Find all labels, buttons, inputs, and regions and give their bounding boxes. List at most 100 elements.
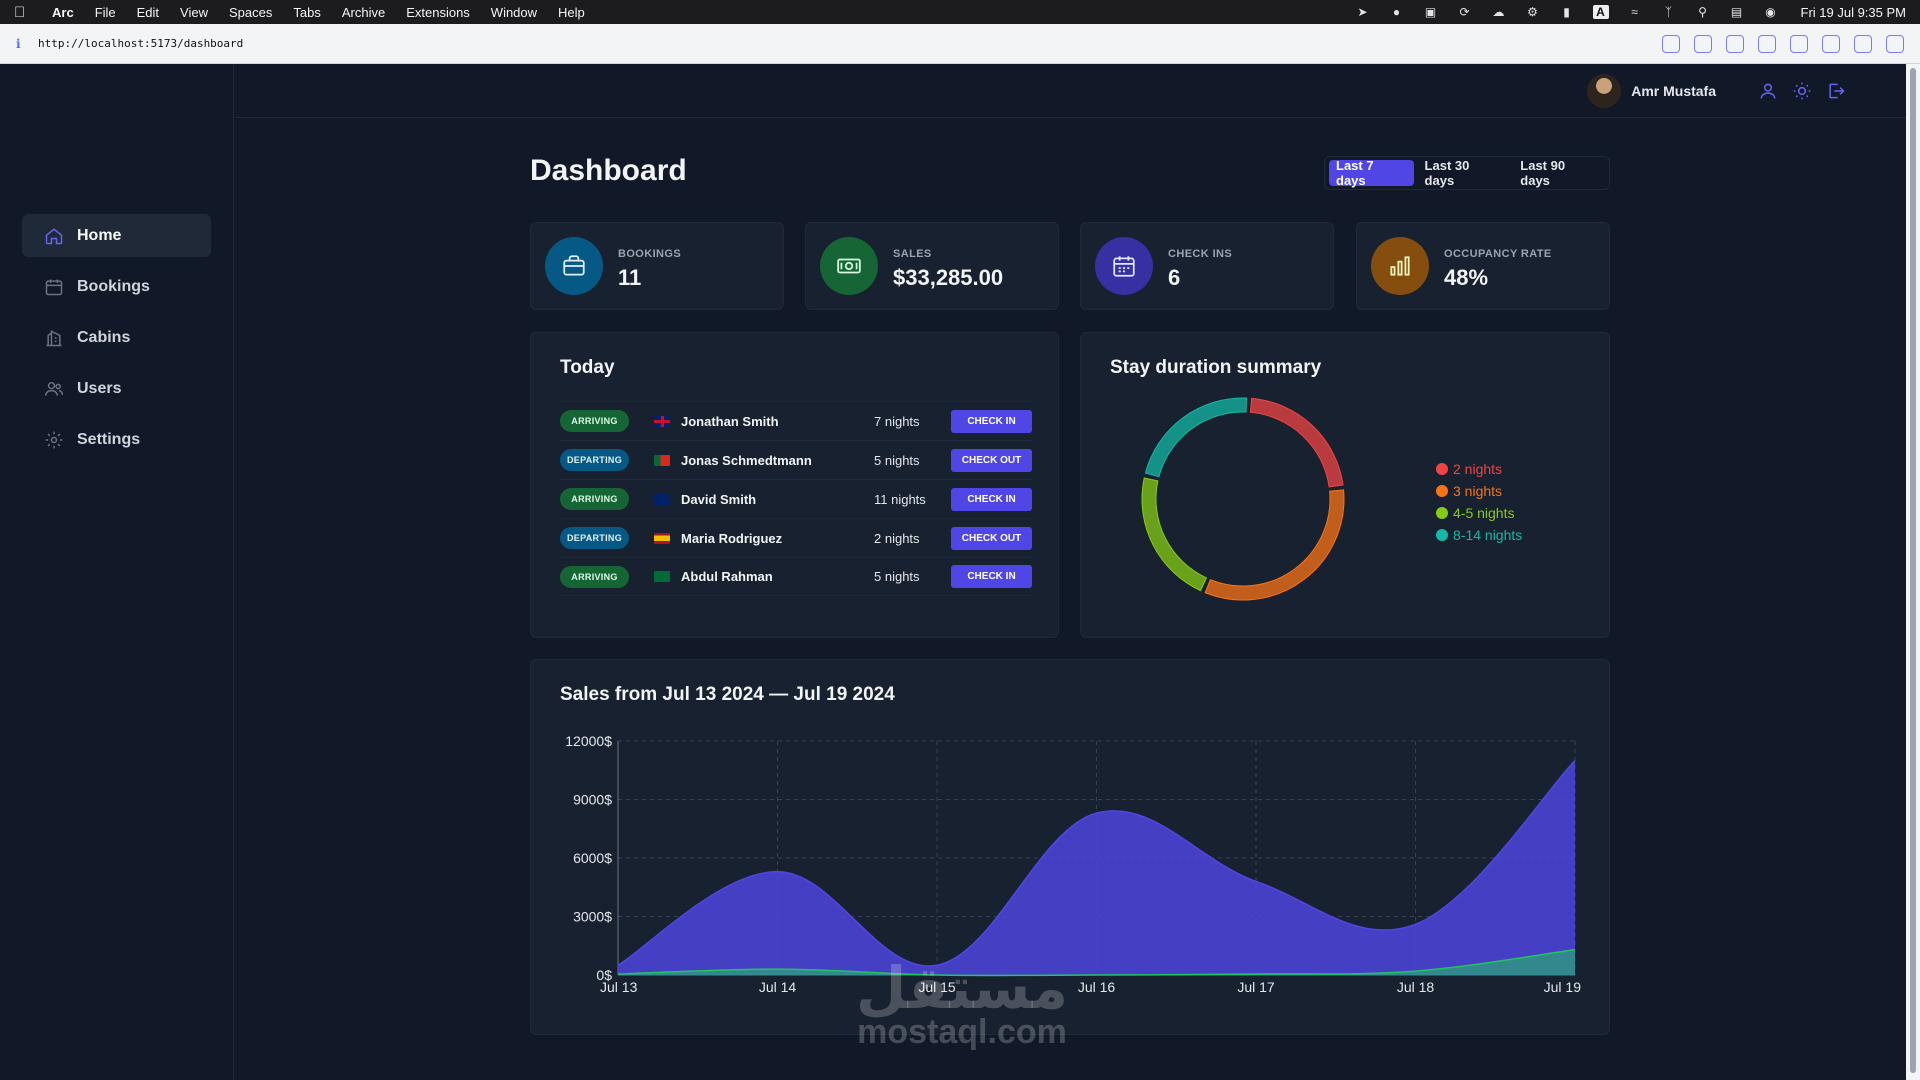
menu-view[interactable]: View [180, 4, 208, 20]
sync-icon[interactable]: ⟳ [1459, 5, 1470, 19]
calendar-icon [45, 279, 63, 295]
avatar[interactable] [1587, 73, 1622, 108]
capture-icon[interactable] [1694, 34, 1712, 53]
main-nav: Home Bookings Cabins Users Settings [22, 214, 211, 469]
user-profile-icon[interactable] [1758, 81, 1778, 101]
url-field[interactable]: http://localhost:5173/dashboard [38, 37, 244, 50]
stat-icon-circle [1371, 237, 1429, 295]
extensions-icon[interactable] [1822, 34, 1840, 53]
status-badge: DEPARTING [560, 449, 629, 471]
site-info-icon[interactable]: i [16, 36, 21, 51]
gear-tray-icon[interactable]: ⚙ [1527, 5, 1538, 19]
guest-name: David Smith [681, 491, 757, 507]
stat-card-check-ins: CHECK INS 6 [1080, 222, 1334, 310]
telegram-icon[interactable]: ➤ [1357, 5, 1368, 19]
cloud-icon[interactable]: ☁ [1492, 5, 1505, 19]
donut-slice-3-nights[interactable] [1204, 489, 1345, 601]
today-row: DEPARTING Jonas Schmedtmann 5 nights CHECK … [560, 440, 1032, 479]
calendar-days-icon [1113, 256, 1135, 277]
check-in-button[interactable]: CHECK IN [951, 487, 1032, 511]
legend-item[interactable]: 4-5 nights [1436, 502, 1522, 524]
menubar-clock[interactable]: Fri 19 Jul 9:35 PM [1800, 4, 1907, 20]
home-icon [45, 227, 63, 244]
sun-icon[interactable] [1792, 81, 1812, 101]
donut-slice-8-14-nights[interactable] [1144, 397, 1248, 478]
sidebar-item-users[interactable]: Users [22, 367, 211, 410]
filter-last-7-days[interactable]: Last 7 days [1329, 158, 1414, 188]
menu-archive[interactable]: Archive [341, 4, 386, 20]
spotlight-search-icon[interactable]: ⚲ [1698, 5, 1707, 19]
today-activity-list: ARRIVING Jonathan Smith 7 nights CHECK IN DE… [560, 401, 1032, 596]
legend-item[interactable]: 3 nights [1436, 480, 1522, 502]
menu-spaces[interactable]: Spaces [229, 4, 273, 20]
guest-name: Abdul Rahman [681, 569, 773, 584]
donut-slice-4-5-nights[interactable] [1141, 477, 1208, 592]
guest-name: Maria Rodriguez [681, 530, 783, 546]
scrollbar-thumb[interactable] [1910, 68, 1916, 1073]
legend-label: 8-14 nights [1453, 527, 1523, 543]
sidebar-item-label: Settings [77, 430, 141, 448]
check-in-button[interactable]: CHECK IN [951, 565, 1032, 588]
sidebar-item-settings[interactable]: Settings [22, 418, 211, 461]
stat-label: SALES [893, 248, 932, 260]
sidebar-item-home[interactable]: Home [22, 214, 211, 257]
battery-icon[interactable]: ▮ [1563, 5, 1570, 19]
display-icon[interactable]: ▣ [1424, 5, 1437, 19]
users-icon [44, 381, 64, 396]
filter-last-30-days[interactable]: Last 30 days [1424, 158, 1470, 188]
series-line-extras-sales[interactable] [617, 948, 1576, 977]
stat-card-bookings: BOOKINGS 11 [530, 222, 784, 310]
camera-icon[interactable] [1726, 34, 1744, 53]
donut-slice-2-nights[interactable] [1249, 397, 1344, 488]
split-view-icon[interactable] [1886, 34, 1904, 53]
skype-icon[interactable]: ● [1392, 5, 1401, 19]
wifi-icon[interactable]: ≈ [1631, 5, 1638, 19]
donut-legend: 2 nights 3 nights 4-5 nights 8-14 nights [1436, 458, 1522, 546]
menu-extensions[interactable]: Extensions [406, 4, 470, 20]
apple-icon[interactable]:  [14, 4, 30, 21]
x-tick-label: Jul 17 [1237, 979, 1275, 995]
user-name: Amr Mustafa [1631, 82, 1716, 99]
menu-window[interactable]: Window [490, 4, 538, 20]
sidebar-item-cabins[interactable]: Cabins [22, 316, 211, 359]
check-out-button[interactable]: CHECK OUT [951, 448, 1032, 472]
legend-item[interactable]: 8-14 nights [1436, 524, 1522, 546]
series-line-total-sales[interactable] [617, 759, 1576, 967]
globe-icon[interactable] [1790, 34, 1808, 53]
app-header: Amr Mustafa [235, 64, 1906, 118]
check-in-button[interactable]: CHECK IN [951, 409, 1032, 433]
legend-dot [1436, 463, 1448, 475]
siri-icon[interactable]: ◉ [1765, 5, 1776, 19]
legend-dot [1436, 529, 1448, 541]
bluetooth-icon[interactable]: ᛉ [1664, 5, 1673, 19]
page-scrollbar[interactable] [1906, 64, 1920, 1080]
copy-link-icon[interactable] [1662, 34, 1680, 53]
cabin-icon [46, 329, 62, 346]
menu-help[interactable]: Help [558, 4, 585, 20]
watermark-arabic: مستقل [855, 954, 1069, 1022]
menu-tabs[interactable]: Tabs [293, 4, 321, 20]
sidebar-item-bookings[interactable]: Bookings [22, 265, 211, 308]
stat-value: 48% [1444, 265, 1489, 290]
menu-edit[interactable]: Edit [136, 4, 160, 20]
y-tick-label: 3000$ [573, 909, 612, 925]
nights-count: 11 nights [874, 491, 926, 507]
y-tick-label: 12000$ [565, 733, 612, 749]
picture-in-picture-icon[interactable] [1758, 34, 1776, 53]
stat-label: OCCUPANCY RATE [1444, 248, 1552, 260]
legend-item[interactable]: 2 nights [1436, 458, 1522, 480]
developer-tools-icon[interactable] [1854, 34, 1872, 53]
sidebar-item-label: Users [77, 379, 122, 397]
today-row: ARRIVING Abdul Rahman 5 nights CHECK IN [560, 557, 1032, 596]
filter-last-90-days[interactable]: Last 90 days [1520, 158, 1566, 188]
input-source-icon[interactable]: A [1592, 5, 1609, 19]
menu-file[interactable]: File [94, 4, 116, 20]
sidebar: Home Bookings Cabins Users Settings [0, 64, 234, 1080]
area-fill-total-sales [618, 760, 1575, 975]
check-out-button[interactable]: CHECK OUT [951, 526, 1032, 550]
control-center-icon[interactable]: ▤ [1730, 5, 1743, 19]
stat-card-occupancy-rate: OCCUPANCY RATE 48% [1356, 222, 1610, 310]
logout-icon[interactable] [1826, 81, 1846, 101]
x-tick-label: Jul 16 [1078, 979, 1116, 995]
menu-app-name[interactable]: Arc [52, 4, 74, 20]
